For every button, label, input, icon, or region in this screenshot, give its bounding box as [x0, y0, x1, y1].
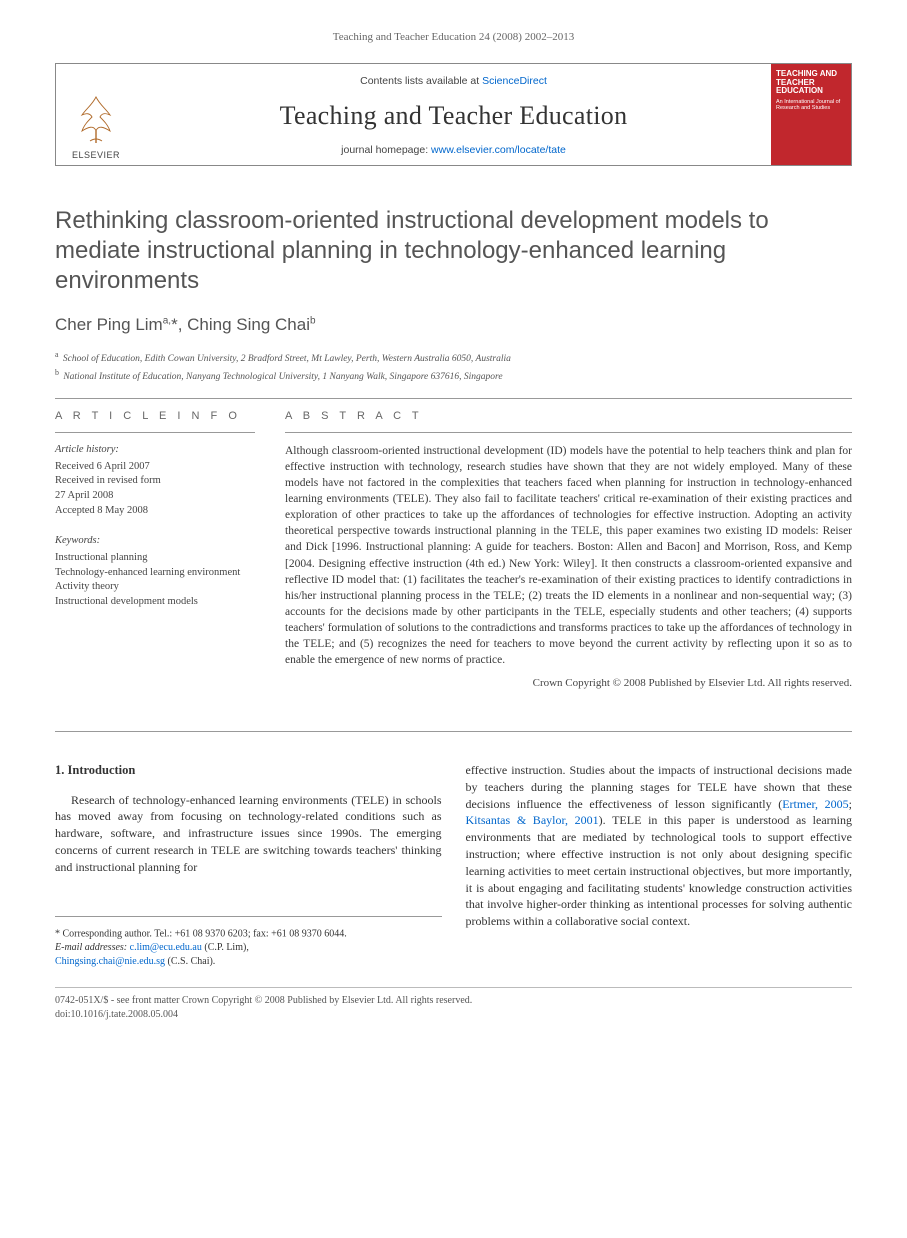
- info-abstract-row: A R T I C L E I N F O Article history: R…: [55, 399, 852, 691]
- email-label: E-mail addresses:: [55, 942, 130, 953]
- corr-suffix: .: [344, 928, 347, 939]
- author-name: Cher Ping Lim: [55, 315, 163, 334]
- history-line: Accepted 8 May 2008: [55, 504, 255, 519]
- corr-email-who: (C.S. Chai).: [165, 956, 215, 967]
- body-two-column: 1. Introduction Research of technology-e…: [55, 762, 852, 969]
- corr-email-who: (C.P. Lim),: [202, 942, 249, 953]
- corr-fax: +61 08 9370 6044: [271, 928, 344, 939]
- body-column-left: 1. Introduction Research of technology-e…: [55, 762, 442, 969]
- corresponding-asterisk: *: [171, 315, 178, 334]
- page-footer: 0742-051X/$ - see front matter Crown Cop…: [55, 987, 852, 1022]
- corr-tel-line: * Corresponding author. Tel.: +61 08 937…: [55, 923, 442, 941]
- history-label: Article history:: [55, 443, 255, 458]
- author-affil-marker: a,: [163, 316, 171, 327]
- keyword-item: Technology-enhanced learning environment: [55, 566, 255, 581]
- corresponding-author-block: * Corresponding author. Tel.: +61 08 937…: [55, 916, 442, 969]
- publisher-label: ELSEVIER: [72, 149, 120, 161]
- body-column-right: effective instruction. Studies about the…: [466, 762, 853, 969]
- affiliation-text: National Institute of Education, Nanyang…: [63, 372, 502, 382]
- article-info-column: A R T I C L E I N F O Article history: R…: [55, 399, 255, 691]
- body-text-run: ). TELE in this paper is understood as l…: [466, 813, 853, 928]
- abstract-copyright: Crown Copyright © 2008 Published by Else…: [285, 676, 852, 691]
- journal-cover-thumbnail: TEACHING AND TEACHER EDUCATION An Intern…: [771, 64, 851, 165]
- running-head: Teaching and Teacher Education 24 (2008)…: [55, 30, 852, 45]
- keyword-item: Instructional development models: [55, 595, 255, 610]
- abstract-column: A B S T R A C T Although classroom-orien…: [285, 399, 852, 691]
- keyword-item: Activity theory: [55, 580, 255, 595]
- corr-email-line: E-mail addresses: c.lim@ecu.edu.au (C.P.…: [55, 941, 442, 969]
- corr-email-link[interactable]: c.lim@ecu.edu.au: [130, 942, 202, 953]
- journal-homepage-line: journal homepage: www.elsevier.com/locat…: [144, 143, 763, 157]
- body-text-run: ;: [849, 797, 852, 811]
- journal-masthead: ELSEVIER Contents lists available at Sci…: [55, 63, 852, 166]
- history-line: Received in revised form: [55, 474, 255, 489]
- history-line: 27 April 2008: [55, 489, 255, 504]
- author-list: Cher Ping Lima,*, Ching Sing Chaib: [55, 314, 852, 337]
- affiliation-list: a School of Education, Edith Cowan Unive…: [55, 349, 852, 384]
- article-title: Rethinking classroom-oriented instructio…: [55, 206, 852, 296]
- homepage-prefix: journal homepage:: [341, 144, 431, 156]
- publisher-logo-block: ELSEVIER: [56, 64, 136, 165]
- keywords-label: Keywords:: [55, 534, 255, 549]
- section-heading-introduction: 1. Introduction: [55, 762, 442, 780]
- keyword-item: Instructional planning: [55, 551, 255, 566]
- masthead-center: Contents lists available at ScienceDirec…: [136, 64, 771, 165]
- journal-title-banner: Teaching and Teacher Education: [144, 98, 763, 133]
- corr-email-link[interactable]: Chingsing.chai@nie.edu.sg: [55, 956, 165, 967]
- affiliation-text: School of Education, Edith Cowan Univers…: [63, 354, 511, 364]
- citation-link[interactable]: Ertmer, 2005: [782, 797, 848, 811]
- corr-tel: +61 08 9370 6203: [175, 928, 248, 939]
- journal-homepage-link[interactable]: www.elsevier.com/locate/tate: [431, 144, 566, 156]
- body-paragraph: Research of technology-enhanced learning…: [55, 792, 442, 876]
- abstract-text: Although classroom-oriented instructiona…: [285, 443, 852, 668]
- cover-journal-subtitle: An International Journal of Research and…: [776, 99, 846, 111]
- author-name: Ching Sing Chai: [187, 315, 310, 334]
- abstract-heading: A B S T R A C T: [285, 399, 852, 433]
- footer-doi-line: doi:10.1016/j.tate.2008.05.004: [55, 1008, 852, 1022]
- author-affil-marker: b: [310, 316, 316, 327]
- footer-copyright-line: 0742-051X/$ - see front matter Crown Cop…: [55, 994, 852, 1008]
- keywords-block: Keywords: Instructional planning Technol…: [55, 534, 255, 609]
- history-line: Received 6 April 2007: [55, 460, 255, 475]
- affiliation-item: a School of Education, Edith Cowan Unive…: [55, 349, 852, 366]
- elsevier-tree-icon: [68, 91, 124, 147]
- contents-prefix: Contents lists available at: [360, 75, 482, 87]
- citation-link[interactable]: Kitsantas & Baylor, 2001: [466, 813, 599, 827]
- corr-fax-prefix: ; fax:: [248, 928, 271, 939]
- sciencedirect-link[interactable]: ScienceDirect: [482, 75, 547, 87]
- article-history-block: Article history: Received 6 April 2007 R…: [55, 443, 255, 518]
- corr-prefix: * Corresponding author. Tel.:: [55, 928, 175, 939]
- divider: [55, 731, 852, 732]
- contents-available-line: Contents lists available at ScienceDirec…: [144, 74, 763, 88]
- cover-journal-title: TEACHING AND TEACHER EDUCATION: [776, 70, 846, 96]
- article-info-heading: A R T I C L E I N F O: [55, 399, 255, 433]
- body-paragraph: effective instruction. Studies about the…: [466, 762, 853, 930]
- affiliation-item: b National Institute of Education, Nanya…: [55, 367, 852, 384]
